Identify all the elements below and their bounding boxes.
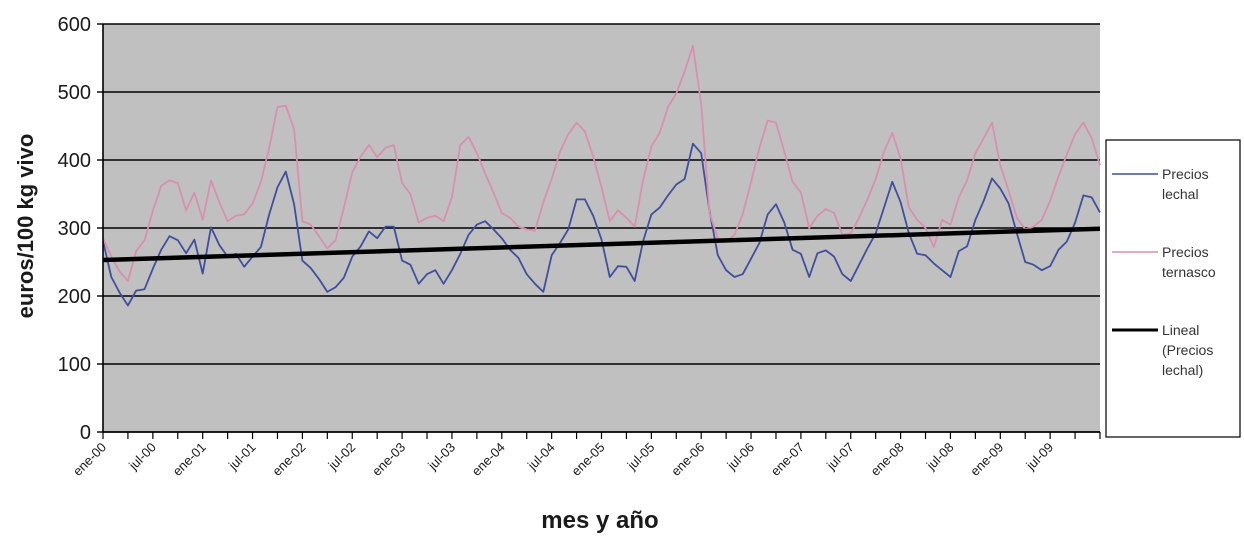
legend-label-0: Precios lechal bbox=[1162, 166, 1209, 202]
x-tick-label: jul-01 bbox=[225, 440, 259, 474]
y-axis-title: euros/100 kg vivo bbox=[13, 134, 38, 319]
x-tick-label: jul-08 bbox=[923, 440, 957, 474]
x-tick-label: jul-00 bbox=[125, 440, 159, 474]
y-tick-label: 200 bbox=[58, 286, 91, 308]
x-tick-label: jul-06 bbox=[723, 440, 757, 474]
x-tick-label: ene-08 bbox=[867, 440, 906, 479]
x-tick-label: ene-02 bbox=[269, 440, 308, 479]
x-tick-label: jul-07 bbox=[823, 440, 857, 474]
plot-area bbox=[103, 23, 1100, 433]
y-tick-label: 400 bbox=[58, 150, 91, 172]
x-tick-label: jul-02 bbox=[325, 440, 359, 474]
x-tick-label: ene-07 bbox=[768, 440, 807, 479]
x-tick-label: ene-06 bbox=[668, 440, 707, 479]
x-tick-label: jul-09 bbox=[1022, 440, 1056, 474]
series-layer bbox=[102, 44, 1101, 307]
y-tick-label: 0 bbox=[80, 422, 91, 444]
y-tick-label: 500 bbox=[58, 82, 91, 104]
series-line-2 bbox=[102, 226, 1101, 263]
x-tick-label: jul-03 bbox=[424, 440, 458, 474]
x-tick-label: ene-09 bbox=[967, 440, 1006, 479]
x-tick-label: jul-04 bbox=[524, 440, 558, 474]
legend-label-1: Precios ternasco bbox=[1162, 244, 1216, 280]
y-tick-label: 600 bbox=[58, 14, 91, 36]
x-tick-label: ene-00 bbox=[70, 440, 109, 479]
legend-label-2: Lineal (Precios lechal) bbox=[1162, 322, 1213, 378]
x-tick-label: ene-05 bbox=[568, 440, 607, 479]
x-tick-label: ene-01 bbox=[170, 440, 209, 479]
legend-box bbox=[1105, 139, 1241, 438]
y-tick-label: 100 bbox=[58, 354, 91, 376]
series-line-0 bbox=[102, 142, 1101, 307]
legend: Precios lechal Precios ternasco Lineal (Preci… bbox=[1105, 139, 1241, 438]
x-tick-label: jul-05 bbox=[624, 440, 658, 474]
y-tick-label: 300 bbox=[58, 218, 91, 240]
x-axis-title: mes y año bbox=[541, 507, 658, 534]
series-line-1 bbox=[102, 44, 1101, 282]
x-tick-label: ene-03 bbox=[369, 440, 408, 479]
x-tick-label: ene-04 bbox=[469, 440, 508, 479]
